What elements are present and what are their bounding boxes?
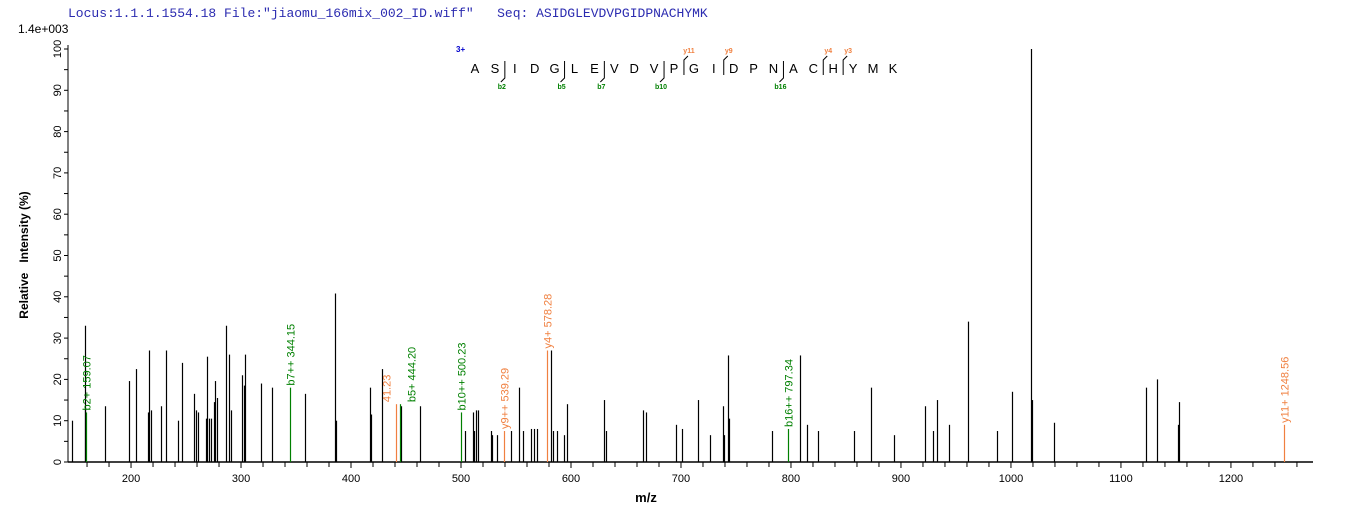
x-tick-label: 1100 (1109, 473, 1133, 485)
residue: A (789, 61, 798, 76)
b-ion-label: b7 (597, 84, 605, 91)
b-ion-label: b5 (557, 84, 565, 91)
residue: E (590, 61, 599, 76)
x-tick-label: 600 (562, 473, 580, 485)
residue: D (729, 61, 738, 76)
y-ion-marker (842, 55, 848, 75)
y-tick-label: 70 (52, 167, 64, 179)
charge-state: 3+ (456, 45, 465, 54)
residue: D (530, 61, 539, 76)
annotations: b2+ 159.07 b7++ 344.15 41.23 b5+ 444.20 b10+… (82, 294, 1292, 462)
y-ion-label: y9 (725, 48, 733, 55)
y-tick-label: 40 (52, 291, 64, 303)
y-tick-label: 10 (52, 415, 64, 427)
x-tick-label: 800 (782, 473, 800, 485)
x-tick-label: 200 (122, 473, 140, 485)
residue: N (769, 61, 778, 76)
residue: D (630, 61, 639, 76)
y-ion-marker (723, 55, 729, 75)
x-tick-label: 500 (452, 473, 470, 485)
residue: V (650, 61, 659, 76)
x-tick-label: 400 (342, 473, 360, 485)
y-ion-marker (683, 55, 689, 75)
b-ion-marker (500, 61, 506, 83)
residue: V (610, 61, 619, 76)
file-text: File:"jiaomu_166mix_002_ID.wiff" (224, 6, 474, 21)
y-tick-label: 100 (52, 40, 64, 58)
y-ion-marker (822, 55, 828, 75)
y-ion-label: y11 (683, 48, 694, 55)
residue: L (571, 61, 578, 76)
b-ion-marker (599, 61, 605, 83)
residue: Y (849, 61, 858, 76)
peak-label: b10++ 500.23 (457, 343, 469, 411)
x-tick-label: 1200 (1219, 473, 1243, 485)
spectrum-title: Locus:1.1.1.1554.18 File:"jiaomu_166mix_… (68, 6, 708, 21)
b-ion-marker (560, 61, 566, 83)
y-tick-label: 30 (52, 332, 64, 344)
peak-label: 41.23 (382, 375, 394, 403)
x-tick-label: 1000 (999, 473, 1023, 485)
b-ion-marker (659, 61, 665, 83)
residue: I (712, 61, 716, 76)
residue: A (471, 61, 480, 76)
peak-label: b7++ 344.15 (286, 324, 298, 386)
residue: H (829, 61, 838, 76)
y-axis-label: Relative Intensity (%) (17, 191, 31, 318)
b-ion-label: b16 (774, 84, 786, 91)
peak-label: b5+ 444.20 (407, 347, 419, 402)
residue: G (689, 61, 699, 76)
residue: I (513, 61, 517, 76)
peaks (71, 49, 1181, 462)
residue: K (889, 61, 898, 76)
peak-label: b2+ 159.07 (82, 355, 94, 410)
axes: 200 300 400 500 600 700 800 900 1000 1100 1200 0 10 2… (52, 40, 1313, 485)
x-axis-label: m/z (635, 490, 657, 505)
residue: G (550, 61, 560, 76)
x-tick-label: 300 (232, 473, 250, 485)
intensity-scale-label: 1.4e+003 (18, 22, 69, 36)
y-tick-label: 80 (52, 125, 64, 137)
peak-label: y9++ 539.29 (500, 368, 512, 429)
residue: P (670, 61, 679, 76)
b-ion-label: b10 (655, 84, 667, 91)
peak-label: y4+ 578.28 (543, 294, 555, 349)
locus-text: Locus:1.1.1.1554.18 (68, 6, 217, 21)
y-tick-label: 20 (52, 373, 64, 385)
y-tick-label: 90 (52, 84, 64, 96)
x-tick-label: 700 (672, 473, 690, 485)
y-ion-label: y4 (824, 48, 832, 55)
y-tick-label: 50 (52, 249, 64, 261)
y-tick-label: 0 (52, 459, 64, 465)
residue: S (491, 61, 500, 76)
sequence-text: Seq: ASIDGLEVDVPGIDPNACHYMK (497, 6, 708, 21)
b-ion-marker (779, 61, 784, 83)
peak-label: y11+ 1248.56 (1280, 357, 1292, 423)
residue: C (809, 61, 818, 76)
peak-label: b16++ 797.34 (784, 359, 796, 427)
y-tick-label: 60 (52, 208, 64, 220)
residue: M (868, 61, 879, 76)
residue: P (749, 61, 758, 76)
y-ion-label: y3 (844, 48, 852, 55)
x-tick-label: 900 (892, 473, 910, 485)
b-ion-label: b2 (498, 84, 506, 91)
